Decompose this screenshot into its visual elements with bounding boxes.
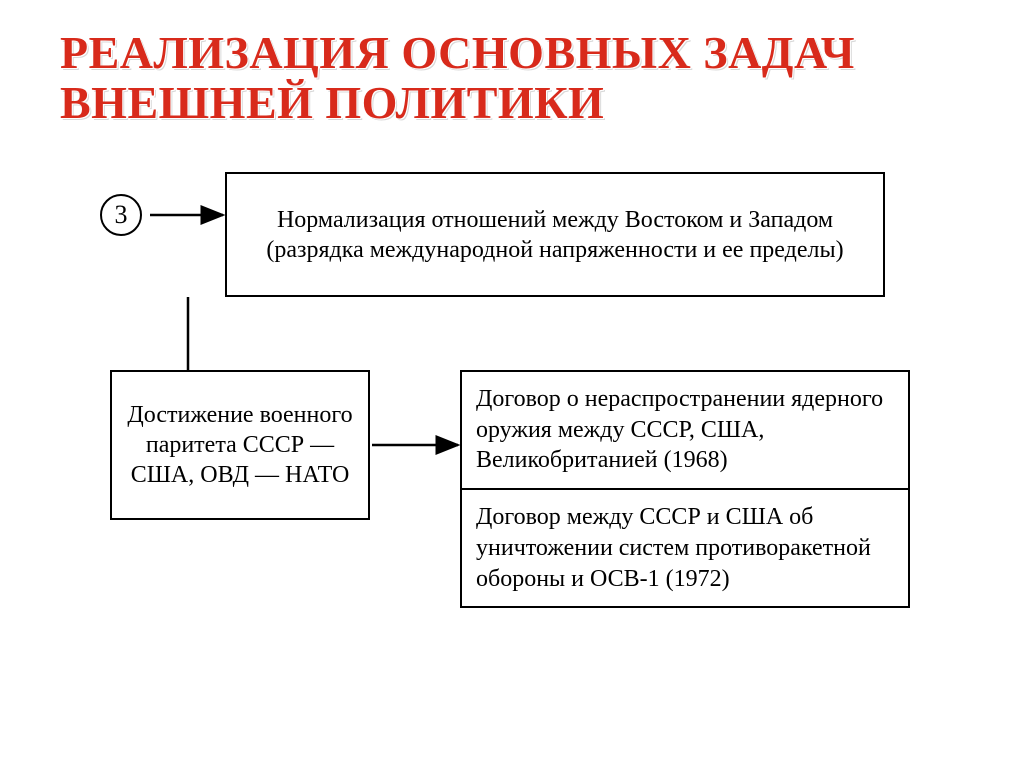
slide-title: РЕАЛИЗАЦИЯ ОСНОВНЫХ ЗАДАЧ ВНЕШНЕЙ ПОЛИТИ… — [60, 28, 1024, 127]
node-treaties: Договор о нераспространении ядерного ору… — [460, 370, 910, 608]
node-normalization: Нормализация отношений между Востоком и … — [225, 172, 885, 297]
slide: РЕАЛИЗАЦИЯ ОСНОВНЫХ ЗАДАЧ ВНЕШНЕЙ ПОЛИТИ… — [0, 0, 1024, 767]
treaty-1968: Договор о нераспространении ядерного ору… — [462, 372, 908, 488]
step-badge: 3 — [100, 194, 142, 236]
node-parity: Достижение военного паритета СССР — США,… — [110, 370, 370, 520]
treaty-1972: Договор между СССР и США об уничтожении … — [462, 488, 908, 606]
